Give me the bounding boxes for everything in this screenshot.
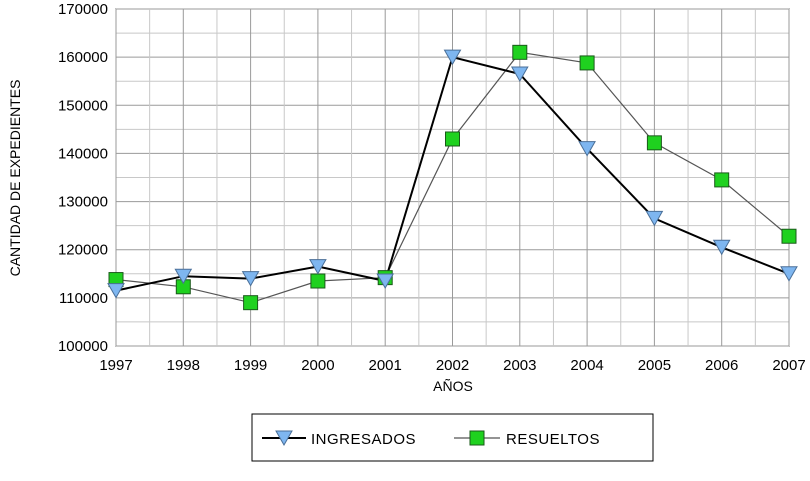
data-point-ingresados [578, 141, 596, 157]
data-point-ingresados [645, 210, 664, 227]
y-tick-label: 140000 [58, 145, 108, 162]
y-tick-label: 100000 [58, 338, 108, 355]
legend-label: RESUELTOS [506, 431, 600, 448]
data-point-resueltos [512, 44, 528, 60]
data-point-ingresados [510, 66, 529, 83]
data-point-ingresados [712, 239, 731, 256]
data-point-ingresados [174, 268, 193, 285]
x-tick-label: 1998 [167, 357, 200, 374]
x-tick-label: 2000 [301, 357, 334, 374]
data-point-resueltos [646, 135, 662, 151]
y-tick-label: 130000 [58, 194, 108, 211]
y-axis-ticks: 100000 110000 120000 130000 140000 150000 1600… [58, 1, 108, 355]
legend-marker-resueltos [469, 430, 485, 446]
data-point-resueltos [445, 131, 460, 147]
legend-label: INGRESADOS [311, 431, 416, 448]
x-tick-label: 2007 [772, 357, 805, 374]
data-point-ingresados [107, 283, 125, 299]
data-point-ingresados [241, 271, 260, 287]
data-point-resueltos [579, 55, 595, 71]
y-tick-label: 150000 [58, 97, 108, 114]
data-point-ingresados [443, 49, 462, 66]
data-point-ingresados [780, 266, 798, 282]
data-point-resueltos [310, 273, 326, 289]
data-point-resueltos [781, 228, 797, 244]
x-tick-label: 2005 [638, 357, 671, 374]
data-point-ingresados [376, 273, 395, 290]
x-tick-label: 1997 [99, 357, 132, 374]
legend-box [251, 413, 654, 462]
x-tick-label: 1999 [234, 357, 267, 374]
data-point-resueltos [243, 295, 259, 311]
x-tick-label: 2001 [369, 357, 402, 374]
data-point-resueltos [714, 172, 730, 188]
x-axis-ticks: 1997 1998 1999 2000 2001 2002 2003 2004 2005 2006… [99, 357, 805, 374]
x-tick-label: 2004 [570, 357, 603, 374]
series-markers [107, 44, 798, 311]
x-axis-title: AÑOS [433, 378, 473, 394]
x-tick-label: 2006 [705, 357, 738, 374]
y-tick-label: 160000 [58, 49, 108, 66]
y-axis-title: CANTIDAD DE EXPEDIENTES [7, 80, 23, 277]
legend-marker-ingresados [275, 430, 293, 447]
y-tick-label: 120000 [58, 242, 108, 259]
x-tick-label: 2003 [503, 357, 536, 374]
legend: INGRESADOS RESUELTOS [251, 413, 654, 462]
y-tick-label: 110000 [59, 290, 108, 307]
y-tick-label: 170000 [58, 1, 108, 18]
gridlines [115, 8, 790, 347]
data-point-ingresados [309, 259, 327, 275]
x-tick-label: 2002 [436, 357, 469, 374]
